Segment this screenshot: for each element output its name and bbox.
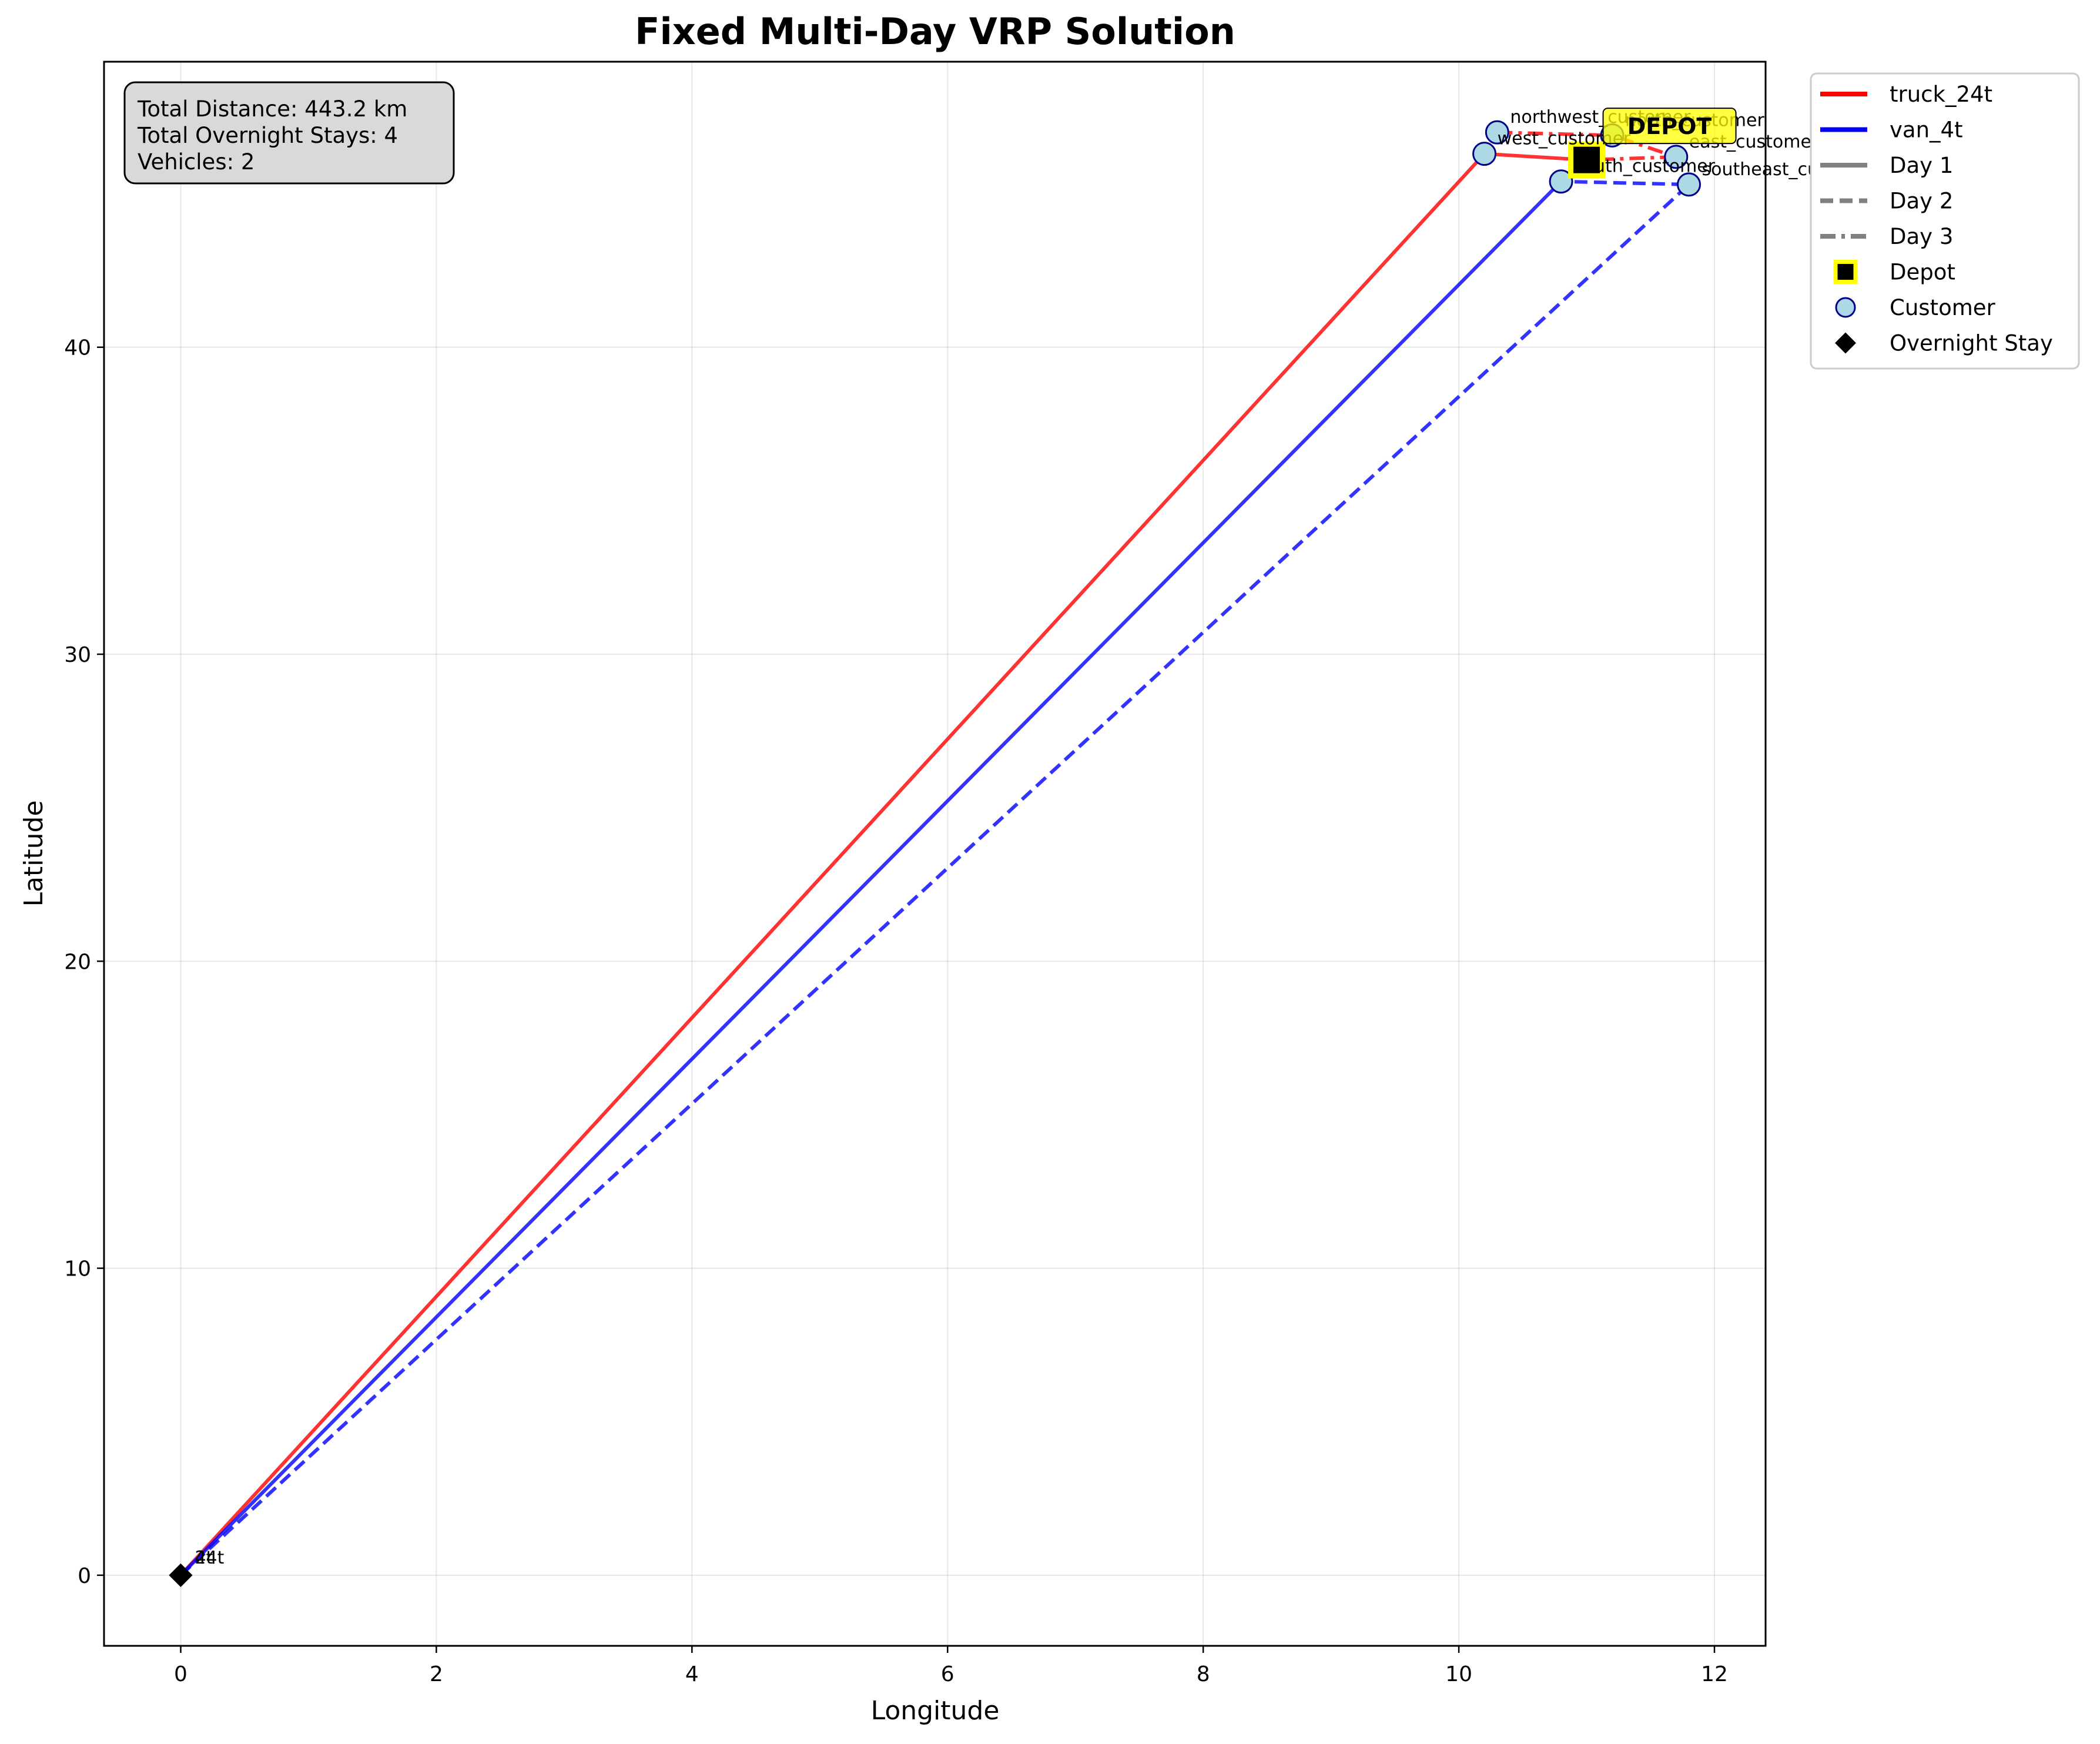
legend-item: van_4t: [1820, 118, 1963, 143]
legend-item: Customer: [1835, 295, 1996, 320]
customer-label: south_customer: [1574, 156, 1716, 177]
x-tick-label: 6: [941, 1662, 954, 1686]
y-tick-label: 30: [64, 643, 91, 667]
legend-label: Day 3: [1890, 224, 1953, 249]
legend-item: Depot: [1833, 260, 1955, 285]
y-axis-label: Latitude: [19, 800, 49, 906]
info-overnight-stays: Total Overnight Stays: 4: [137, 123, 398, 148]
customer-marker: [1472, 142, 1497, 166]
x-tick-label: 2: [430, 1662, 443, 1686]
legend-frame: [1810, 72, 2080, 370]
y-tick-label: 20: [64, 950, 91, 974]
legend-label: Depot: [1890, 260, 1955, 285]
legend-swatch-overnight: [1835, 332, 1856, 354]
x-tick-label: 8: [1197, 1662, 1210, 1686]
legend-item: Day 1: [1820, 153, 1953, 178]
legend-item: truck_24t: [1820, 82, 1992, 107]
legend-item: Overnight Stay: [1835, 331, 2053, 356]
legend-item: Day 2: [1820, 189, 1953, 214]
overnight-label: 4t: [195, 1548, 213, 1568]
x-tick-label: 0: [174, 1662, 187, 1686]
legend-label: Day 2: [1890, 189, 1953, 214]
y-tick-label: 40: [64, 336, 91, 360]
legend-label: truck_24t: [1890, 82, 1992, 107]
overnight-stay-marker: [169, 1563, 193, 1587]
legend-label: van_4t: [1890, 118, 1963, 143]
axis-ticks: 0 2 4 6 8 10 12 0 10 20 30 40: [64, 336, 1728, 1686]
customer-marker: [1664, 145, 1689, 169]
customer-marker: [1549, 169, 1573, 194]
legend-swatch-depot: [1833, 260, 1858, 284]
legend: truck_24t van_4t Day 1 Day 2 Day 3 Depot Custo…: [1810, 72, 2080, 370]
route-truck_24t-day-3: [1497, 130, 1678, 162]
chart-title: Fixed Multi-Day VRP Solution: [635, 10, 1235, 53]
legend-label: Customer: [1890, 295, 1996, 320]
point-labels: northwest_customernorth_customerwest_cus…: [195, 107, 1881, 1568]
x-tick-label: 4: [685, 1662, 699, 1686]
x-tick-label: 12: [1701, 1662, 1728, 1686]
legend-label: Overnight Stay: [1890, 331, 2053, 356]
depot-marker: [1568, 141, 1606, 179]
y-tick-label: 0: [78, 1564, 91, 1588]
y-tick-label: 10: [64, 1257, 91, 1281]
info-total-distance: Total Distance: 443.2 km: [137, 96, 407, 122]
depot-label: DEPOT: [1627, 113, 1712, 139]
info-box-background: [123, 81, 455, 185]
customer-marker: [1485, 120, 1509, 145]
plot-frame: [103, 61, 1767, 1647]
customer-marker: [1677, 172, 1702, 197]
x-tick-label: 10: [1445, 1662, 1472, 1686]
legend-item: Day 3: [1820, 224, 1953, 249]
overnight-label: 24t: [195, 1548, 224, 1568]
grid: [104, 62, 1766, 1646]
info-vehicles: Vehicles: 2: [138, 149, 254, 175]
legend-label: Day 1: [1890, 153, 1953, 178]
info-box: Total Distance: 443.2 km Total Overnight…: [123, 81, 455, 185]
x-axis-label: Longitude: [871, 1696, 1000, 1726]
legend-swatch-customer: [1835, 297, 1856, 318]
depot-label-box: [1602, 108, 1737, 145]
markers: [169, 120, 1702, 1587]
